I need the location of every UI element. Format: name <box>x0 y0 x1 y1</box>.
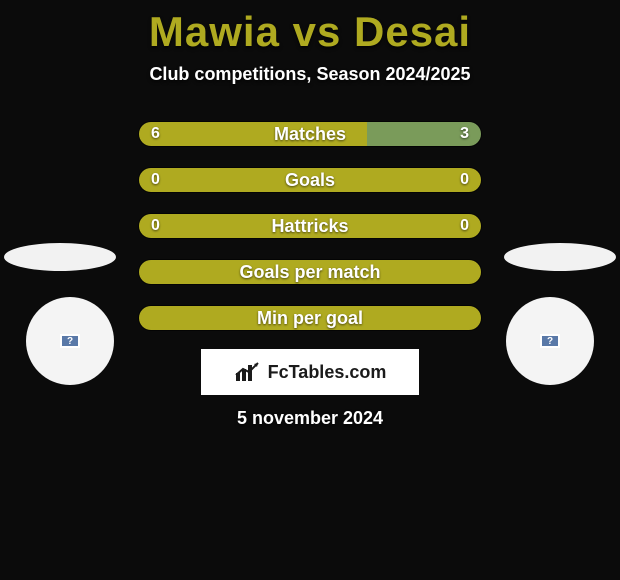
stat-bar-right-segment <box>367 122 481 146</box>
brand-box: FcTables.com <box>201 349 419 395</box>
stat-bars: Matches63 Goals00 Hattricks00 Goals per mat… <box>138 121 482 351</box>
stat-bar-row: Goals00 <box>138 167 482 193</box>
stat-bar-row: Matches63 <box>138 121 482 147</box>
right-player-ellipse <box>504 243 616 271</box>
stat-bar-left-segment <box>139 214 481 238</box>
page-title: Mawia vs Desai <box>0 8 620 56</box>
stat-bar-left-segment <box>139 306 481 330</box>
stat-bar-left-segment <box>139 122 367 146</box>
right-player-badge: ? <box>506 297 594 385</box>
left-player-ellipse <box>4 243 116 271</box>
stat-bar-left-segment <box>139 260 481 284</box>
stat-bar-row: Min per goal <box>138 305 482 331</box>
brand-chart-icon <box>234 361 262 383</box>
question-icon: ? <box>60 334 80 348</box>
page-subtitle: Club competitions, Season 2024/2025 <box>0 64 620 85</box>
stat-bar-left-segment <box>139 168 481 192</box>
content-area: Mawia vs Desai Club competitions, Season… <box>0 0 620 580</box>
date-label: 5 november 2024 <box>0 408 620 429</box>
brand-text: FcTables.com <box>268 362 387 383</box>
stat-bar-row: Goals per match <box>138 259 482 285</box>
left-player-badge: ? <box>26 297 114 385</box>
question-icon: ? <box>540 334 560 348</box>
stat-bar-row: Hattricks00 <box>138 213 482 239</box>
